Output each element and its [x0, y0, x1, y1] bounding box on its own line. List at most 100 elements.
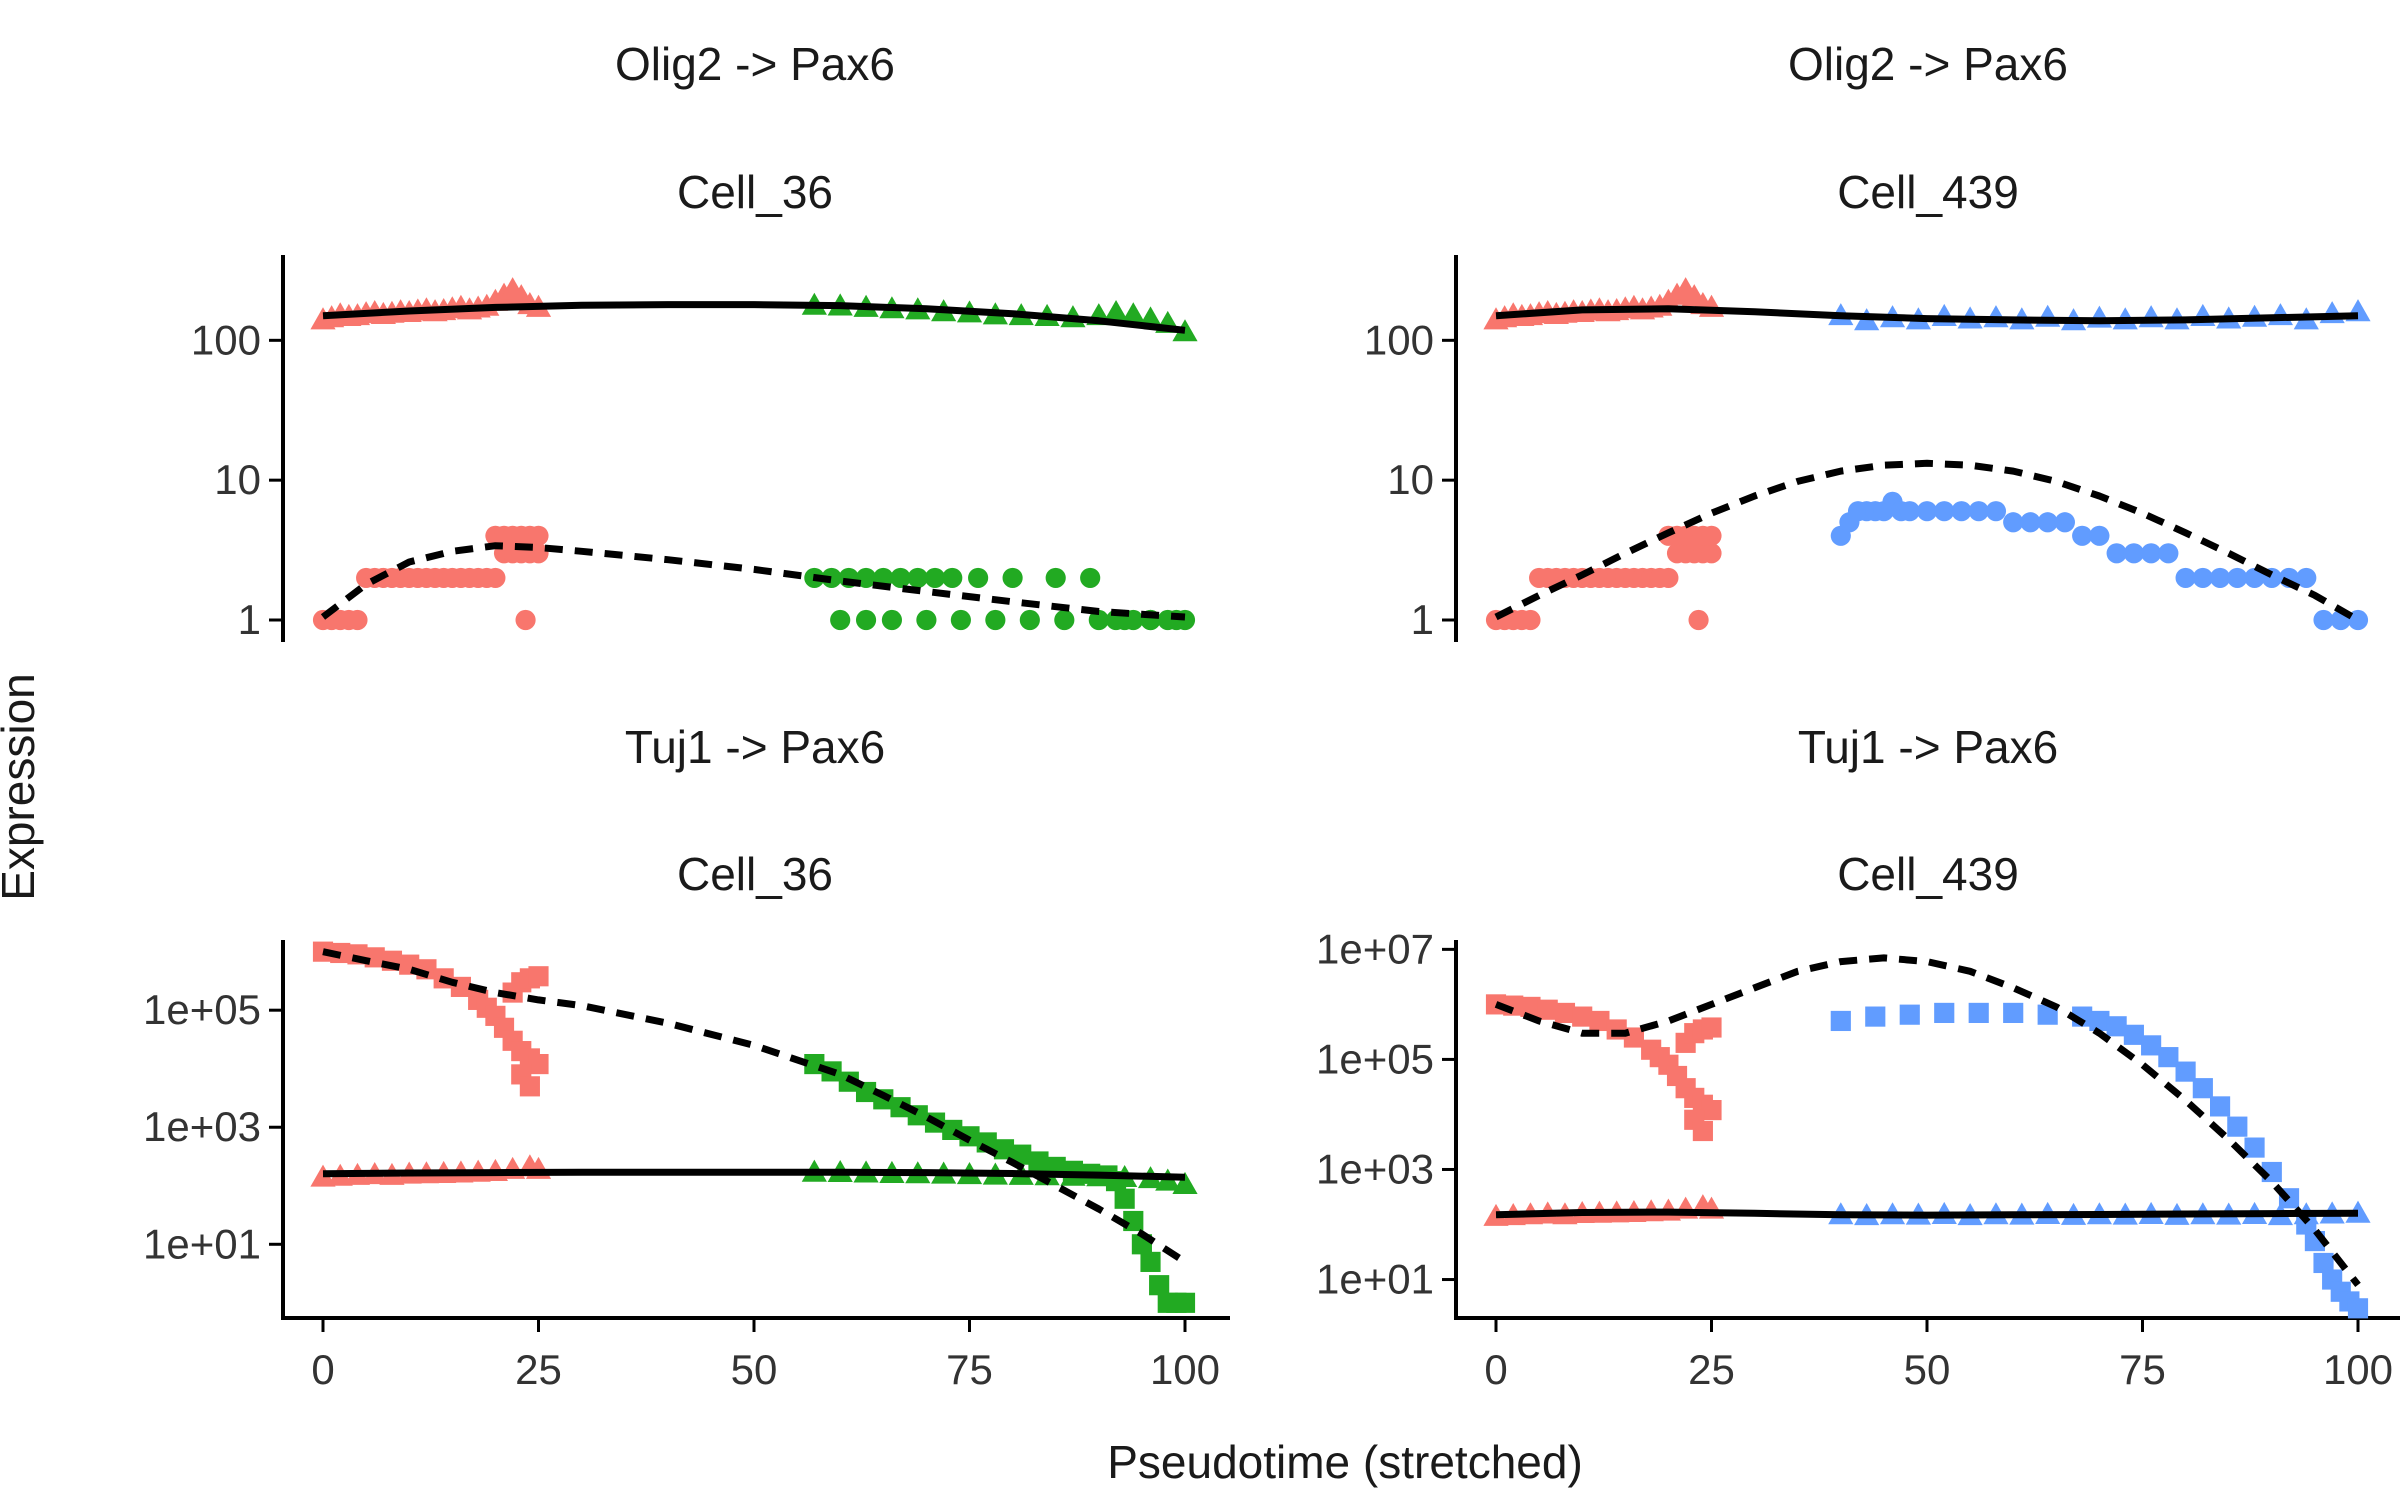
panel-1-series-1-point [1688, 609, 1709, 631]
panel-2-series-3-point [993, 1139, 1015, 1160]
panel-3-x-tick-label: 75 [2119, 1346, 2166, 1393]
panel-1-series-3-point [2089, 525, 2110, 546]
panel-0-series-3-point [890, 567, 911, 588]
panel-2-series-1-point [528, 1054, 549, 1075]
panel-0-series-3-point [1080, 567, 1101, 588]
panel-3-series-1-point [1537, 999, 1558, 1020]
panel-0-series-3-point [821, 567, 842, 588]
panel-3-plot: 1e+01 1e+03 1e+05 1e+07 0 25 50 75 100 [1316, 925, 2400, 1393]
panel-0-series-3-point [950, 609, 971, 631]
panel-0-series-3-point [916, 609, 937, 631]
panel-3-y-tick-label: 1e+05 [1316, 1035, 1434, 1082]
panel-3-series-1-point [1701, 1017, 1722, 1038]
panel-3-series-3-point [2347, 1298, 2369, 1319]
panel-0-series-1-point [528, 525, 549, 546]
panel-1-subtitle: Cell_439 [1837, 166, 2019, 218]
panel-0-series-3-point [907, 567, 928, 588]
panel-3-series-3-point [2158, 1047, 2179, 1068]
panel-2-y-tick-label: 1e+03 [143, 1103, 261, 1150]
panel-2-x-tick-label: 100 [1150, 1346, 1220, 1393]
panel-2-axes: 1e+01 1e+03 1e+05 0 25 50 75 100 [143, 940, 1230, 1393]
panel-0-series-3-point [1002, 567, 1023, 588]
panel-3-series-2-point [2345, 1200, 2371, 1223]
panel-1-series-3-point [2072, 525, 2093, 546]
panel-0-series-3-point [1088, 609, 1109, 631]
panel-3-y-tick-label: 1e+07 [1316, 925, 1434, 972]
panel-3-series-3-point [2003, 1002, 2024, 1023]
panel-0-series-1-point [528, 543, 549, 564]
panel-3-series-3-point [2175, 1061, 2196, 1082]
panel-3-series-1-point [1692, 1120, 1713, 1142]
panel-3-x-tick-label: 0 [1484, 1346, 1507, 1393]
panel-2-series-3-point [1011, 1144, 1032, 1165]
y-axis-label: Expression [0, 673, 44, 901]
panel-1-fit-solid [1495, 305, 2359, 325]
panel-3-series-3-point [1830, 1010, 1851, 1032]
panel-1: Olig2 -> Pax6 Cell_439 1 10 100 [1364, 38, 2371, 643]
panel-3-series-1-point [1520, 996, 1541, 1017]
panel-3-fit-dashed [1494, 954, 2361, 1288]
panel-2-y-tick-label: 1e+05 [143, 986, 261, 1033]
panel-1-series-3-point [1934, 501, 1955, 522]
panel-0-series-2-point [1103, 299, 1129, 322]
panel-0-series-1-point [347, 609, 368, 631]
panel-3: Tuj1 -> Pax6 Cell_439 1e+011e+031e+051e+… [1316, 721, 2400, 1393]
panel-0-series-3-point [1019, 609, 1040, 631]
panel-3-title: Tuj1 -> Pax6 [1798, 721, 2058, 773]
panel-1-series-0 [1483, 277, 1725, 330]
panel-1-series-3-point [1968, 501, 1989, 522]
panel-3-series-3-point [2141, 1035, 2162, 1056]
panel-3-subtitle: Cell_439 [1837, 848, 2019, 900]
panel-2-x-tick-label: 25 [515, 1346, 562, 1393]
panel-0-series-3-point [855, 609, 877, 631]
panel-0: Olig2 -> Pax6 Cell_36 1 10 100 [191, 38, 1198, 643]
panel-2-series-3-point [1149, 1275, 1170, 1296]
panel-1-series-2-point [1931, 303, 1957, 326]
panel-0-series-1 [312, 525, 549, 631]
panel-0-series-2-point [1120, 302, 1146, 325]
panel-1-series-3-point [1916, 501, 1938, 522]
panel-1-series-1-point [1701, 543, 1722, 564]
panel-2-x-tick-label: 75 [946, 1346, 993, 1393]
panel-0-series-3-point [830, 609, 851, 631]
panel-1-fit-dashed [1494, 459, 2360, 624]
panel-2-x-tick-label: 50 [731, 1346, 778, 1393]
panel-1-series-3-point [2347, 609, 2369, 631]
panel-2-series-3-point [1028, 1151, 1049, 1172]
panel-3-series-3-point [1865, 1006, 1886, 1027]
panel-3-series-1-point [1701, 1100, 1722, 1121]
panel-0-series-3-point [1045, 567, 1066, 588]
panel-0-series-1-point [485, 567, 506, 588]
panel-0-series-3-point [942, 567, 963, 588]
panel-0-series-3-point [924, 567, 946, 588]
panel-2-subtitle: Cell_36 [677, 848, 833, 900]
panel-3-series-3-point [2037, 1004, 2058, 1025]
panel-1-series-3-point [2244, 567, 2265, 588]
panel-0-series-1-point [515, 609, 536, 631]
panel-3-x-tick-label: 100 [2323, 1346, 2393, 1393]
panel-1-series-3-point [2106, 543, 2127, 564]
panel-2-series-2-point [1172, 1171, 1198, 1194]
panel-3-series-1 [1485, 994, 1722, 1142]
panel-3-series-3-point [2313, 1252, 2334, 1274]
panel-3-series-3-point [1934, 1002, 1955, 1023]
panel-3-series-3-point [1899, 1004, 1920, 1025]
panel-3-series-1-point [1554, 1002, 1576, 1023]
panel-3-series-3-point [2244, 1137, 2265, 1158]
panel-1-series-2-point [2086, 305, 2112, 328]
panel-2-fit-dashed [322, 948, 1187, 1265]
panel-1-series-3-point [1899, 501, 1920, 522]
panel-3-series-1-point [1589, 1010, 1610, 1032]
panel-0-series-3-point [881, 609, 902, 631]
panel-2-series-0-point [310, 1164, 336, 1187]
panel-2-series-3-point [1123, 1210, 1144, 1232]
panel-1-series-3-point [2296, 567, 2317, 588]
panel-1-series-1-point [1520, 609, 1541, 631]
panel-1-series-3-point [2158, 543, 2179, 564]
panel-0-y-tick-label: 1 [238, 596, 261, 643]
panel-1-series-3-point [2313, 609, 2334, 631]
panel-2-series-1-point [519, 1076, 540, 1097]
panel-2-series-3-point [1140, 1251, 1161, 1272]
x-axis-label: Pseudotime (stretched) [1107, 1436, 1583, 1488]
panel-0-series-3-point [855, 567, 877, 588]
